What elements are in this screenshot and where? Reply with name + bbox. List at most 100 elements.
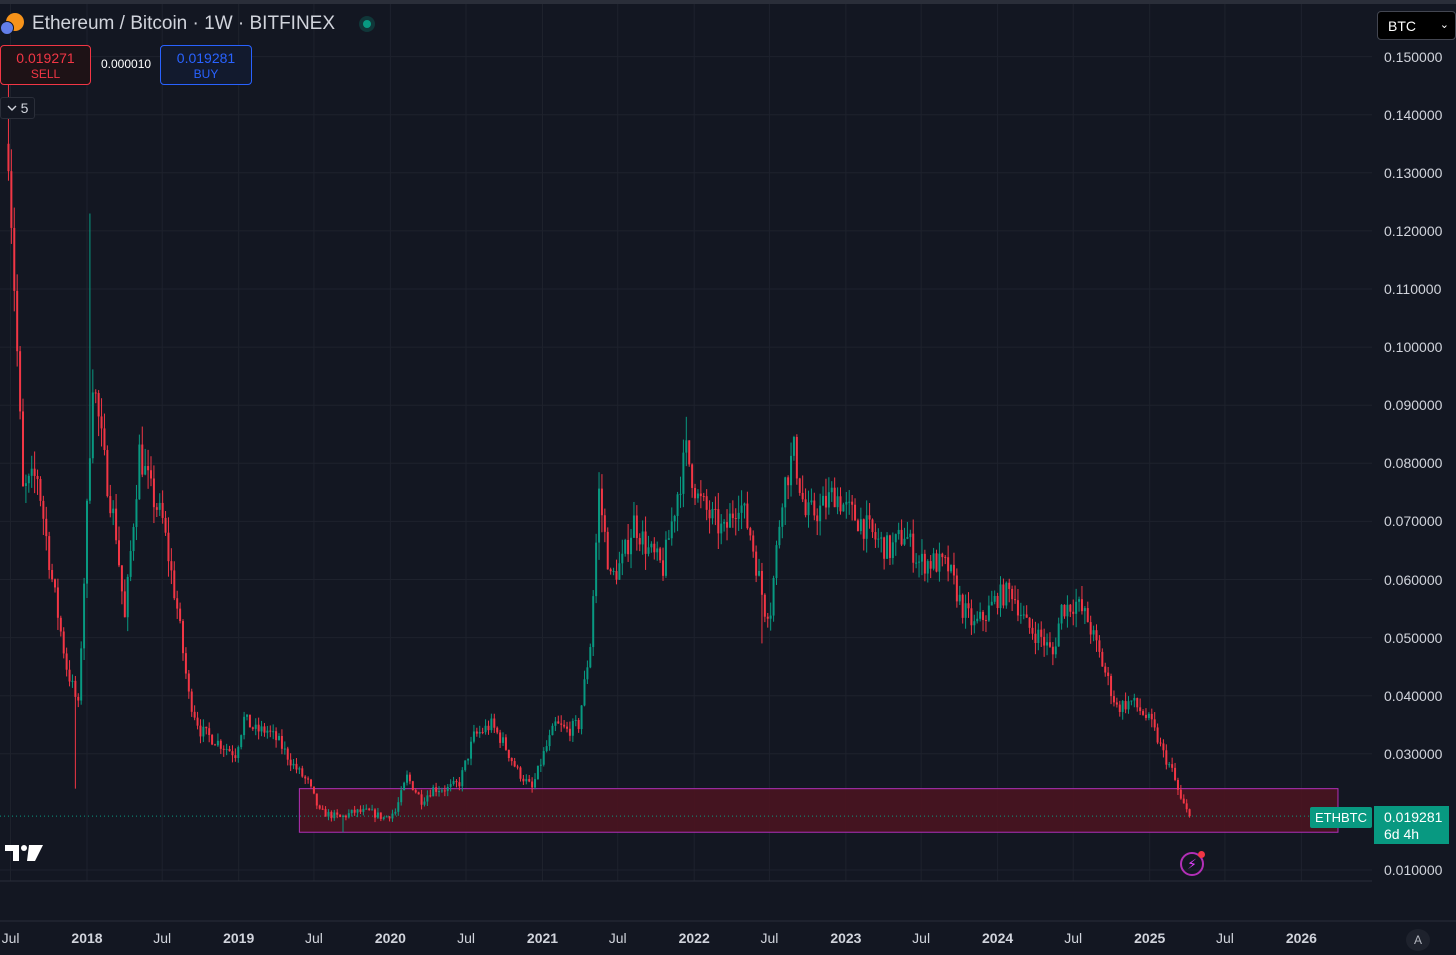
candle-body xyxy=(30,468,33,476)
candle-body xyxy=(723,522,726,524)
candle xyxy=(208,722,211,743)
symbol-legend[interactable]: Ethereum / Bitcoin · 1W · BITFINEX xyxy=(0,13,376,35)
candle-body xyxy=(536,765,539,780)
candle-body xyxy=(1075,601,1078,614)
chevron-down-icon: ⌄ xyxy=(1439,19,1449,31)
candle-body xyxy=(1185,803,1188,810)
candle-body xyxy=(403,782,406,791)
candle-body xyxy=(557,721,560,724)
support-zone-highlight[interactable] xyxy=(298,788,1339,833)
candle-body xyxy=(347,813,350,818)
price-axis-label: 0.130000 xyxy=(1384,164,1443,181)
candle xyxy=(848,490,851,515)
currency-selector[interactable]: BTC ⌄ xyxy=(1377,11,1456,40)
candle xyxy=(266,725,269,739)
candle-body xyxy=(979,611,982,619)
price-axis-label: 0.120000 xyxy=(1384,222,1443,239)
candle xyxy=(691,463,694,498)
candle xyxy=(417,791,420,795)
candle xyxy=(952,552,955,585)
time-axis-label: Jul xyxy=(153,930,172,946)
candle xyxy=(816,508,819,536)
sell-button[interactable]: 0.019271 SELL xyxy=(0,45,91,85)
candle-body xyxy=(583,679,586,706)
candle xyxy=(1168,761,1171,768)
buy-button[interactable]: 0.019281 BUY xyxy=(160,45,252,85)
candle-body xyxy=(330,811,333,819)
candle-body xyxy=(304,776,307,779)
candle-body xyxy=(1072,611,1075,614)
market-status-icon[interactable] xyxy=(359,16,376,32)
candle xyxy=(598,472,601,560)
candle xyxy=(1144,708,1147,721)
candle xyxy=(295,758,298,774)
candle xyxy=(685,416,688,467)
candle-body xyxy=(1051,646,1054,655)
candle-body xyxy=(467,758,470,761)
candle-body xyxy=(97,393,100,417)
candle-body xyxy=(856,520,859,532)
candle-body xyxy=(580,705,583,730)
candle-body xyxy=(94,392,97,394)
candle xyxy=(94,389,97,404)
candle-body xyxy=(528,779,531,782)
candle xyxy=(504,734,507,751)
candle-body xyxy=(455,781,458,783)
candle-body xyxy=(1168,764,1171,766)
lightning-icon[interactable]: ⚡ xyxy=(1180,851,1205,876)
candle xyxy=(385,815,388,818)
indicator-count: 5 xyxy=(20,100,29,116)
price-axis-label: 0.100000 xyxy=(1384,339,1443,356)
candle xyxy=(88,213,91,504)
candle xyxy=(813,492,816,521)
candle xyxy=(938,542,941,582)
sell-price: 0.019271 xyxy=(16,50,75,66)
candle-body xyxy=(760,570,763,595)
candle-body xyxy=(554,721,557,726)
candle xyxy=(1028,617,1031,634)
candle xyxy=(307,776,310,784)
candle-body xyxy=(848,501,851,503)
candle-body xyxy=(705,496,708,510)
candle-body xyxy=(586,667,589,680)
candle xyxy=(86,498,88,598)
candle xyxy=(798,477,801,496)
candle xyxy=(53,578,56,593)
tradingview-logo-icon[interactable] xyxy=(5,843,43,863)
candle xyxy=(1118,700,1121,717)
candle-body xyxy=(1016,600,1019,616)
candle xyxy=(371,804,374,811)
candle xyxy=(979,602,982,622)
candle xyxy=(845,491,848,519)
candle xyxy=(246,714,249,721)
candle xyxy=(214,743,217,746)
candle-body xyxy=(1095,630,1098,641)
auto-scale-button[interactable]: A xyxy=(1406,929,1430,951)
candle-body xyxy=(1048,642,1051,647)
candle xyxy=(51,563,54,583)
candle-body xyxy=(563,724,566,727)
candle-body xyxy=(438,791,441,793)
candle-body xyxy=(886,535,889,559)
candle-body xyxy=(819,505,822,522)
candle xyxy=(286,746,289,766)
candle-body xyxy=(1025,614,1028,618)
candle-body xyxy=(775,545,778,579)
candle-body xyxy=(408,774,411,782)
candle xyxy=(382,816,385,821)
candle xyxy=(723,519,726,532)
candle xyxy=(647,535,650,557)
candle xyxy=(984,615,987,633)
candle-body xyxy=(251,727,254,729)
candle xyxy=(164,511,167,536)
indicators-collapse-button[interactable]: 5 xyxy=(0,97,35,119)
candle xyxy=(1060,603,1063,630)
candle xyxy=(909,529,912,547)
candle xyxy=(109,484,112,518)
candle-body xyxy=(947,557,950,572)
candle xyxy=(705,489,708,521)
candle-body xyxy=(77,696,80,701)
candle-body xyxy=(86,500,88,584)
spread-value: 0.000010 xyxy=(101,57,152,71)
